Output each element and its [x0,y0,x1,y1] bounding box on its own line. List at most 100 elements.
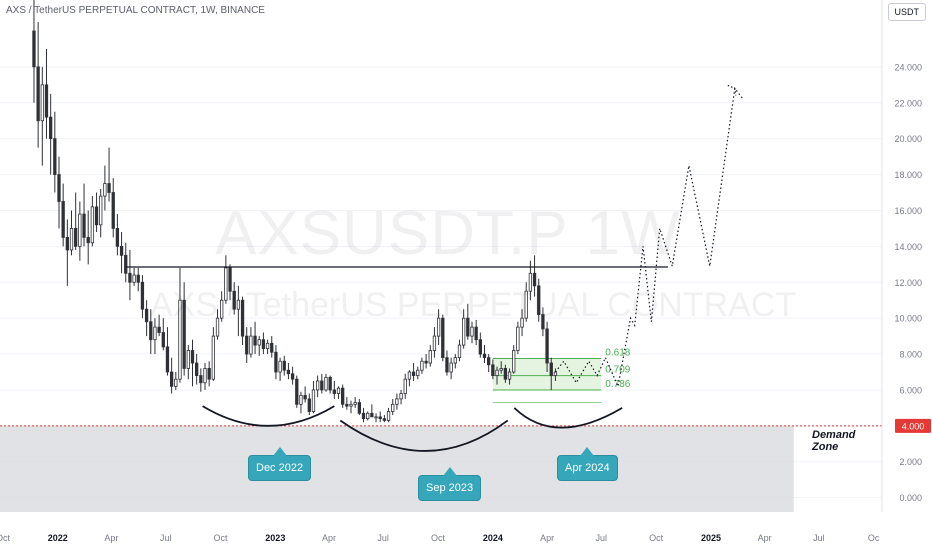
projection-path [554,86,744,389]
fib-level-label: 0.618 [605,348,630,359]
price-axis-bg [882,0,932,550]
candle-body [290,373,295,380]
candle-body [107,183,111,193]
candle-body [366,412,370,420]
time-tick-label: Oc [868,533,880,543]
candle-body [49,116,53,140]
candle-body [295,378,299,405]
candle-body [90,206,95,244]
time-tick-label: Apr [540,533,554,543]
candle-body [499,368,503,371]
demand-zone-label-line1: Demand [812,429,856,441]
bottom-arc [202,405,335,427]
candle-body [549,362,553,376]
candle-body [44,84,49,118]
candle-body [403,378,407,394]
candle-body [211,335,216,380]
candle-body [441,317,445,359]
last-price-label: 4.000 [902,421,925,431]
candle-body [520,317,524,328]
candle-body [386,411,391,421]
candle-body [311,389,316,412]
candle-body [161,332,165,348]
candle-body [395,398,399,405]
candle-body [320,380,324,391]
candle-body [144,308,149,323]
candle-body [128,272,132,283]
price-tick-label: 12.000 [894,278,922,288]
candle-body [286,369,291,375]
candle-body [249,335,253,355]
candle-body [361,412,366,420]
time-tick-label: 2025 [701,533,721,543]
candle-body [136,274,140,283]
candle-body [240,299,245,337]
candle-body [357,402,362,414]
callout-dec-2022: Dec 2022 [248,447,312,481]
currency-button[interactable]: USDT [887,3,926,21]
candle-body [69,228,74,251]
candle-body [482,353,487,359]
candle-body [491,364,495,376]
candle-body [282,360,286,371]
candle-body [36,66,40,122]
candle-body [111,192,115,229]
candle-body [157,326,161,333]
price-tick-label: 0.000 [899,493,922,503]
candle-body [140,281,145,310]
candle-body [332,389,336,394]
candle-body [457,344,462,359]
price-tick-label: 8.000 [899,350,922,360]
candle-body [94,206,99,226]
candle-body [378,416,382,420]
candle-body [65,236,69,251]
price-tick-label: 22.000 [894,98,922,108]
candle-body [528,272,533,292]
symbol-title[interactable]: AXS / TetherUS PERPETUAL CONTRACT, 1W, B… [6,5,265,16]
candle-body [86,236,90,244]
candle-body [541,314,545,330]
candle-body [53,138,57,175]
candle-body [153,326,157,341]
candle-body [495,369,499,376]
candle-body [278,360,282,373]
candle-body [149,321,153,341]
candle-body [453,357,457,364]
demand-zone-label-line2: Zone [812,441,839,453]
candle-body [420,360,424,371]
candle-body [428,350,432,364]
candle-body [349,403,353,407]
candle-body [424,360,428,364]
callout-apr-2024: Apr 2024 [557,447,618,481]
candle-body [203,368,207,384]
candle-body [445,357,449,373]
last-price-tag [895,418,931,433]
candle-body [124,254,128,274]
candle-body [407,371,412,380]
candle-body [487,357,491,366]
time-tick-label: 2022 [48,533,68,543]
candle-body [40,84,44,122]
candle-body [78,213,82,247]
price-tick-label: 6.000 [899,385,922,395]
candle-body [416,369,420,376]
candle-body [119,245,124,256]
candle-body [174,378,178,387]
candle-body [370,412,374,418]
candle-body [353,402,357,405]
candle-body [132,274,136,283]
candle-body [315,380,320,391]
candle-body [220,299,224,319]
candle-body [382,418,387,421]
candle-body [436,317,441,337]
candle-body [199,375,203,384]
candle-body [257,339,261,346]
demand-zone-label: Demand Zone [812,429,855,453]
price-tick-label: 14.000 [894,242,922,252]
time-tick-label: Oct [213,533,228,543]
candle-body [478,339,482,355]
time-tick-label: Apr [104,533,118,543]
candle-body [253,335,257,346]
time-tick-label: Oct [0,533,10,543]
